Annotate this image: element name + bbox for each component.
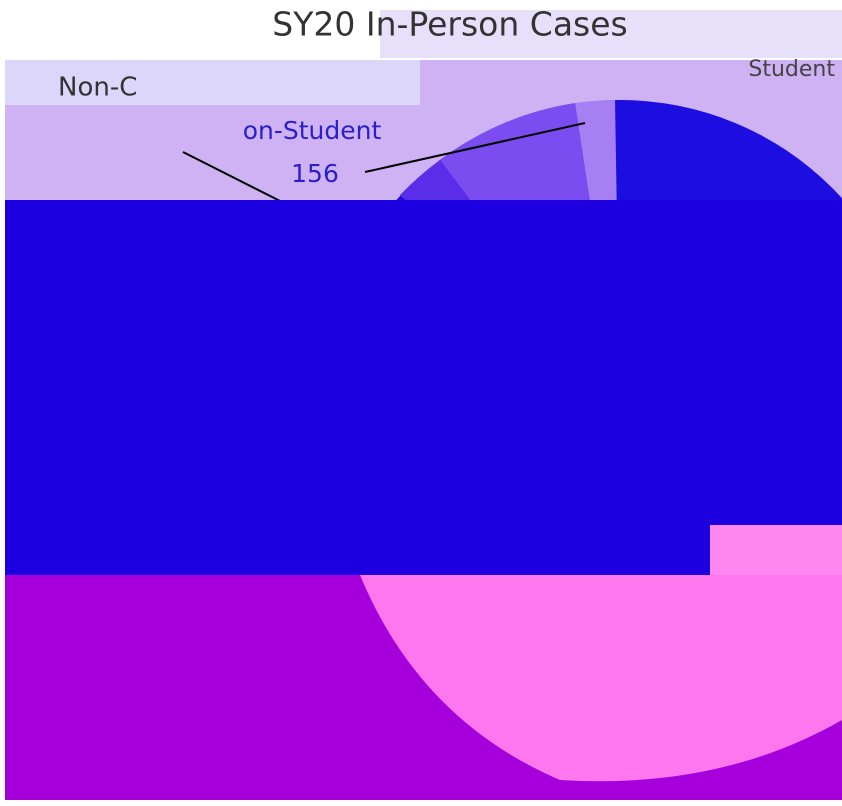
slice-label-name: on-Student [243,116,382,145]
page: SY20 In-Person Cases Non-C Student on-St… [0,0,842,806]
blue-block [5,200,842,575]
top-right-label: Student [748,57,835,82]
pink-patch [710,525,842,575]
slice-label-value: 156 [291,159,339,188]
screenshot: SY20 In-Person Cases Non-C Student on-St… [0,0,842,806]
chart-title: SY20 In-Person Cases [272,5,627,44]
legend-text: Non-C [58,73,137,103]
